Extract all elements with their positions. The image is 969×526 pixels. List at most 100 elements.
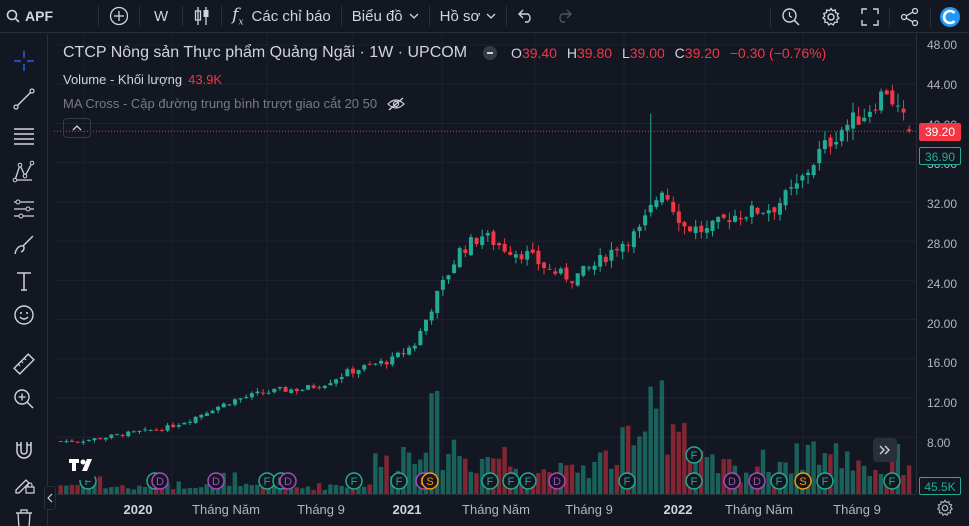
compare-button[interactable] — [99, 0, 139, 33]
volume-bar — [97, 476, 103, 494]
profile-menu-button[interactable]: Hồ sơ — [430, 0, 507, 33]
price-chart[interactable]: FFDDFFDFFDSFFFDFFDDFSFFF — [54, 34, 916, 494]
event-marker[interactable]: F — [685, 472, 703, 490]
event-marker[interactable]: F — [618, 472, 636, 490]
candle-body — [609, 249, 614, 261]
candle-body — [154, 429, 159, 431]
time-label: Tháng 9 — [297, 502, 345, 517]
event-marker[interactable]: D — [207, 472, 225, 490]
trend-line-tool[interactable] — [10, 85, 38, 113]
event-marker[interactable]: D — [748, 472, 766, 490]
volume-bar — [333, 484, 339, 494]
quick-search-button[interactable] — [771, 0, 811, 33]
candle-body — [171, 424, 176, 428]
volume-bar — [361, 486, 367, 494]
chart-settings-button[interactable] — [936, 499, 954, 522]
event-marker[interactable]: D — [723, 472, 741, 490]
eye-hidden-icon[interactable] — [387, 97, 405, 111]
candle-body — [300, 389, 305, 391]
event-marker[interactable]: F — [345, 472, 363, 490]
event-marker[interactable]: F — [519, 472, 537, 490]
volume-bar — [227, 485, 232, 494]
volume-bar — [440, 470, 445, 494]
fib-tool[interactable] — [10, 122, 38, 150]
candle-body — [109, 434, 114, 438]
volume-bar — [670, 424, 676, 494]
brand-logo-button[interactable] — [931, 0, 969, 33]
remove-tool[interactable] — [10, 504, 38, 526]
low-value: 39.00 — [629, 45, 665, 61]
ruler-tool[interactable] — [10, 350, 38, 378]
candle-body — [356, 370, 361, 374]
event-marker[interactable]: F — [816, 472, 834, 490]
candle-body — [159, 430, 164, 432]
projection-tool[interactable] — [10, 195, 38, 223]
crosshair-tool[interactable] — [10, 47, 38, 75]
time-label: 2021 — [392, 502, 422, 517]
volume-bar — [159, 487, 165, 494]
close-label: C — [674, 45, 685, 61]
event-marker-label: F — [691, 476, 698, 488]
text-tool[interactable] — [10, 267, 38, 295]
symbol-search[interactable]: APF — [0, 0, 98, 33]
redo-button[interactable] — [545, 0, 583, 33]
indicators-button[interactable]: fx Các chỉ báo — [222, 0, 341, 33]
interval-label: W — [154, 7, 169, 25]
undo-button[interactable] — [507, 0, 545, 33]
settings-button[interactable] — [811, 0, 851, 33]
volume-bar — [367, 484, 372, 494]
pattern-tool[interactable] — [10, 158, 38, 186]
icons-tool[interactable] — [10, 301, 38, 329]
volume-bar — [654, 408, 659, 494]
volume-bar — [581, 465, 586, 494]
event-marker[interactable]: F — [685, 446, 703, 464]
lock-drawing-tool[interactable] — [10, 470, 38, 498]
time-scale[interactable]: 2020 Tháng Năm Tháng 9 2021 Tháng Năm Tháng 9… — [54, 494, 916, 526]
fullscreen-button[interactable] — [851, 0, 889, 33]
collapse-legend-button[interactable] — [63, 118, 91, 138]
event-marker[interactable]: F — [390, 472, 408, 490]
share-button[interactable] — [890, 0, 930, 33]
event-marker[interactable]: D — [151, 472, 169, 490]
price-scale[interactable] — [916, 34, 969, 494]
event-marker[interactable]: F — [770, 472, 788, 490]
scroll-to-realtime-button[interactable] — [873, 438, 897, 462]
volume-bar — [642, 431, 648, 494]
tradingview-logo[interactable] — [64, 450, 100, 480]
event-marker-label: D — [728, 476, 736, 488]
event-marker-circle — [723, 472, 741, 490]
candle-body — [525, 251, 530, 260]
chart-type-button[interactable] — [183, 0, 221, 33]
candle-body — [508, 251, 513, 255]
event-marker-circle — [685, 472, 703, 490]
candle-body — [727, 220, 732, 223]
profile-menu-label: Hồ sơ — [439, 7, 481, 25]
smiley-icon — [14, 305, 34, 325]
volume-legend[interactable]: Volume - Khối lượng 43.9K — [63, 72, 222, 87]
ma-cross-legend[interactable]: MA Cross - Cập đường trung bình trượt gi… — [63, 96, 405, 111]
brush-tool[interactable] — [10, 231, 38, 259]
event-marker[interactable]: F — [883, 472, 901, 490]
chart-menu-button[interactable]: Biểu đồ — [342, 0, 429, 33]
volume-bar — [738, 482, 743, 494]
event-marker[interactable]: S — [794, 472, 812, 490]
event-marker[interactable]: F — [481, 472, 499, 490]
legend-menu-button[interactable] — [483, 46, 498, 60]
candle-body — [266, 392, 271, 394]
candle-body — [137, 431, 142, 433]
collapse-toolbar-button[interactable] — [44, 486, 56, 510]
event-marker[interactable]: F — [502, 472, 520, 490]
candle-body — [126, 431, 131, 437]
event-marker[interactable]: D — [279, 472, 297, 490]
magnet-tool[interactable] — [10, 436, 38, 464]
event-marker[interactable]: D — [548, 472, 566, 490]
volume-bar — [378, 466, 384, 494]
zoom-tool[interactable] — [10, 385, 38, 413]
event-marker-label: F — [85, 476, 92, 488]
interval-button[interactable]: W — [140, 0, 182, 33]
event-marker-label: F — [691, 450, 698, 462]
candle-body — [541, 262, 547, 269]
candle-body — [659, 192, 664, 203]
event-marker[interactable]: S — [421, 472, 439, 490]
candle-body — [615, 248, 620, 251]
